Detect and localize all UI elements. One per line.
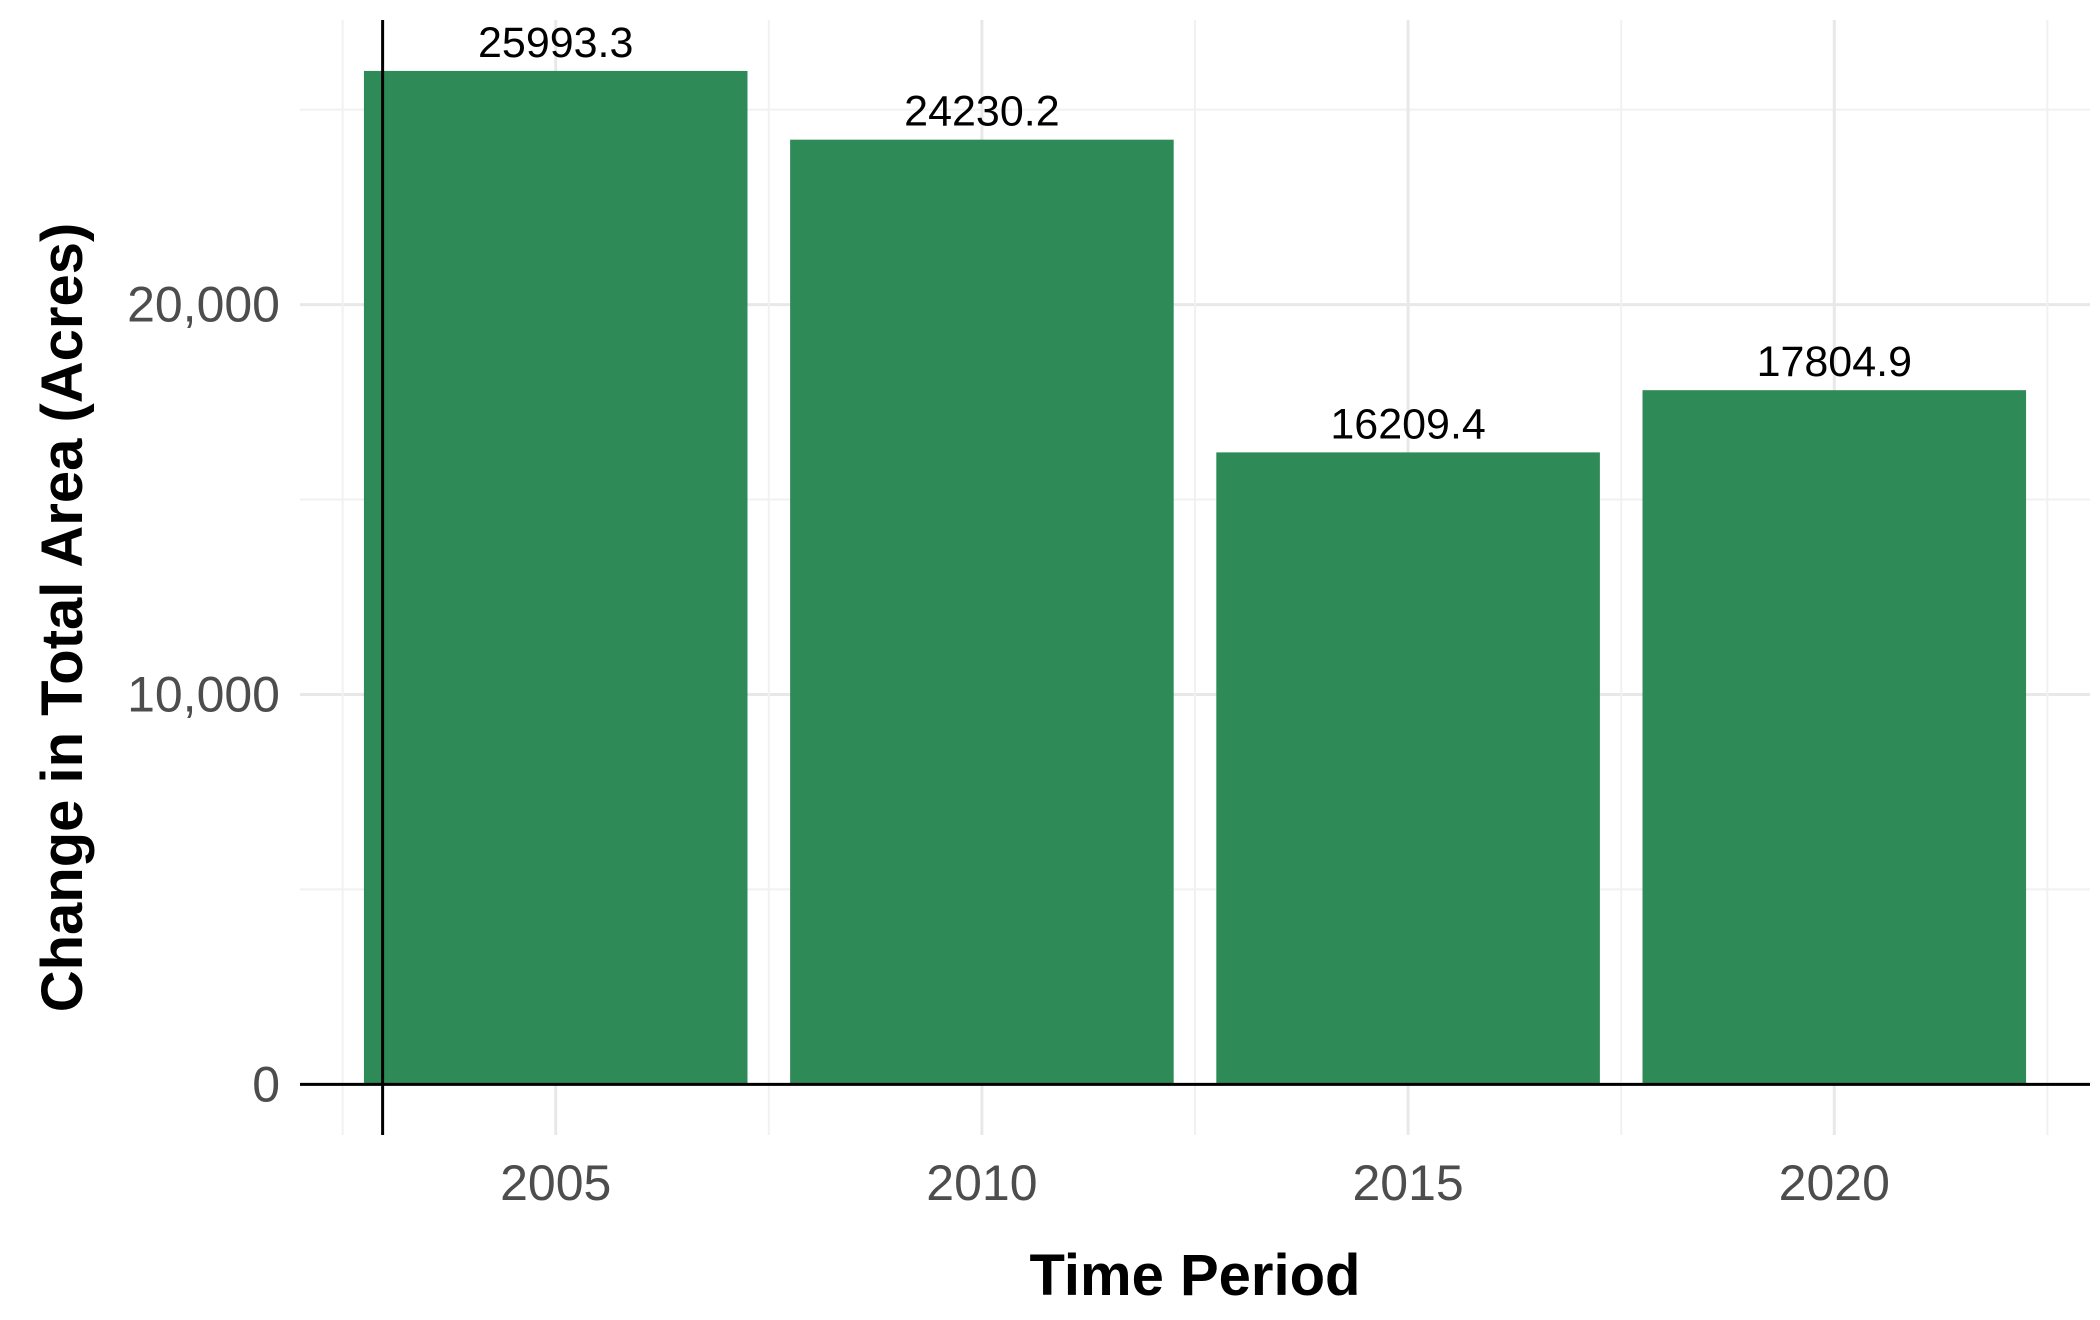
x-tick-label: 2020: [1779, 1155, 1890, 1211]
data-label-2015: 16209.4: [1330, 400, 1485, 448]
y-tick-label: 20,000: [127, 277, 280, 333]
y-tick-label: 0: [252, 1056, 280, 1112]
x-tick-label: 2015: [1352, 1155, 1463, 1211]
bar-layer: [363, 70, 2027, 1085]
bar-2005: [363, 70, 748, 1085]
x-tick-label: 2005: [500, 1155, 611, 1211]
x-tick-label: 2010: [926, 1155, 1037, 1211]
axis-layer: [300, 20, 2090, 1135]
x-axis-title: Time Period: [1030, 1243, 1361, 1308]
label-layer: 25993.3 24230.2 16209.4 17804.9 0 10,000 20,00…: [127, 19, 1912, 1211]
bar-2020: [1642, 390, 2027, 1085]
data-label-2005: 25993.3: [478, 19, 633, 67]
y-tick-label: 10,000: [127, 666, 280, 722]
bar-2015: [1216, 452, 1600, 1085]
y-axis-title: Change in Total Area (Acres): [30, 223, 95, 1013]
data-label-2010: 24230.2: [904, 88, 1059, 136]
bar-2010: [790, 139, 1174, 1085]
data-label-2020: 17804.9: [1757, 338, 1912, 386]
